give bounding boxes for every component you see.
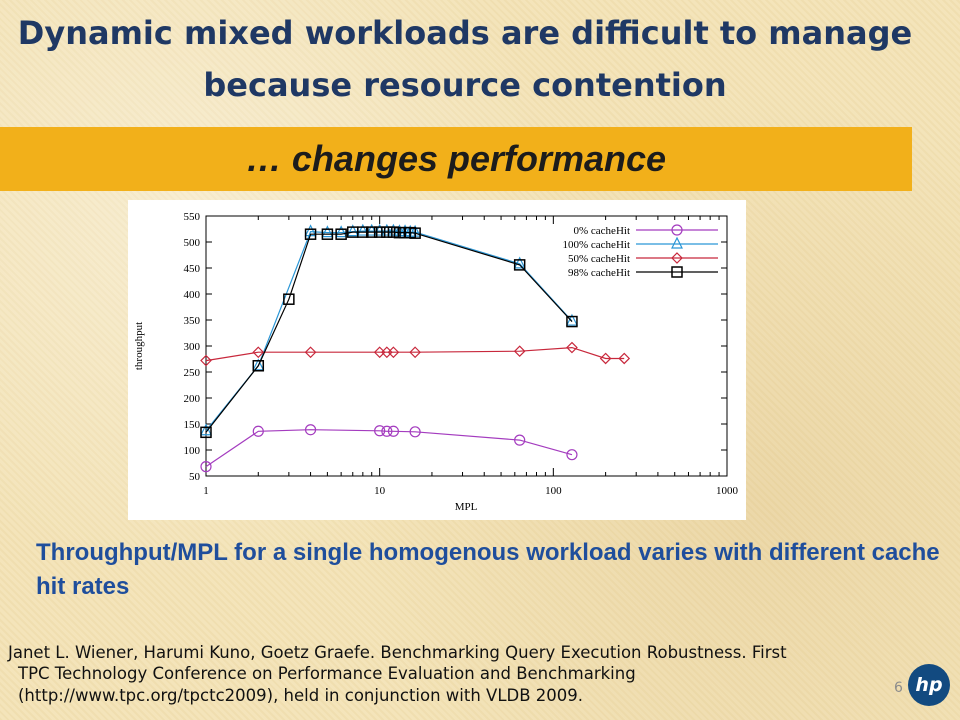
y-tick-label: 250 [184,367,201,379]
legend-label: 0% cacheHit [574,225,631,237]
legend-marker [671,236,683,249]
citation: Janet L. Wiener, Harumi Kuno, Goetz Grae… [8,642,908,706]
series-0 [200,424,578,473]
data-point [200,426,212,439]
hp-logo-icon: hp [908,664,950,706]
citation-line-1: Janet L. Wiener, Harumi Kuno, Goetz Grae… [8,643,787,662]
y-tick-label: 150 [184,419,201,431]
data-point [304,424,317,436]
throughput-chart: 50 100 150 200 250 300 350 400 450 500 550 1 10 100 1… [128,200,746,520]
data-point [252,346,265,359]
data-point [566,449,578,461]
y-tick-label: 500 [184,237,201,249]
series-3 [200,226,578,439]
data-point [409,346,421,359]
slide-title: Dynamic mixed workloads are difficult to… [0,8,930,112]
citation-line-3: (http://www.tpc.org/tpctc2009), held in … [18,685,584,705]
y-tick-label: 300 [184,341,201,353]
data-point [357,226,369,238]
y-tick-label: 50 [189,471,201,483]
x-axis: 1 10 100 1000 [203,216,739,497]
plot-frame [205,215,728,477]
data-point [387,425,400,437]
data-point [599,352,612,365]
data-point [373,226,386,238]
y-tick-label: 550 [184,211,201,223]
data-point [374,425,386,437]
x-tick-label: 1000 [716,485,739,497]
data-point [566,341,578,354]
series-layer [200,223,631,473]
series-line [205,230,573,432]
legend-label: 100% cacheHit [563,239,631,251]
data-point [513,259,526,271]
data-point [356,223,369,236]
title-line-1: Dynamic mixed workloads are difficult to… [17,14,913,52]
data-point [514,434,526,446]
x-tick-label: 10 [374,485,386,497]
legend-label: 98% cacheHit [568,267,630,279]
data-point [387,223,400,236]
y-tick-label: 100 [184,445,201,457]
hp-logo-text: hp [915,674,943,696]
data-point [304,346,317,359]
data-point [381,226,393,238]
data-point [387,346,400,359]
data-point [381,425,393,437]
data-point [513,345,526,358]
data-point [335,225,348,238]
data-point [283,293,295,305]
data-point [365,226,378,238]
series-2 [200,341,631,367]
legend-marker [671,252,683,264]
data-point [513,256,526,269]
data-point [346,224,359,237]
data-point [252,358,265,371]
data-point [565,313,578,326]
x-tick-label: 100 [545,485,562,497]
banner-text: … changes performance [245,138,667,179]
legend-marker [671,266,683,278]
legend-marker [671,224,683,236]
data-point [335,228,347,240]
data-point [252,360,265,372]
series-line [205,231,573,433]
y-axis: 50 100 150 200 250 300 350 400 450 500 550 [184,211,727,483]
y-tick-label: 400 [184,289,201,301]
title-line-2: because resource contention [203,65,727,104]
series-line [205,346,625,362]
data-point [566,315,578,328]
legend-label: 50% cacheHit [568,253,630,265]
data-point [409,426,421,438]
data-point [321,228,334,240]
x-axis-label: MPL [455,501,478,513]
page-number: 6 [894,680,903,696]
data-point [304,228,317,240]
data-point [409,227,421,239]
data-point [200,354,212,367]
data-point [387,226,400,238]
data-point [200,461,212,473]
y-tick-label: 200 [184,393,201,405]
y-axis-label: throughput [133,322,145,370]
y-tick-label: 450 [184,263,201,275]
citation-line-2: TPC Technology Conference on Performance… [18,664,636,684]
x-tick-label: 1 [203,485,209,497]
y-tick-label: 350 [184,315,201,327]
data-point [252,425,264,437]
chart-legend: 0% cacheHit 100% cacheHit 50% cacheHit 98% … [563,224,718,279]
chart-caption: Throughput/MPL for a single homogenous w… [36,539,940,600]
data-point [618,352,631,365]
series-line [205,429,573,468]
data-point [321,225,334,238]
series-1 [200,223,578,436]
subtitle-banner: … changes performance [0,127,912,191]
